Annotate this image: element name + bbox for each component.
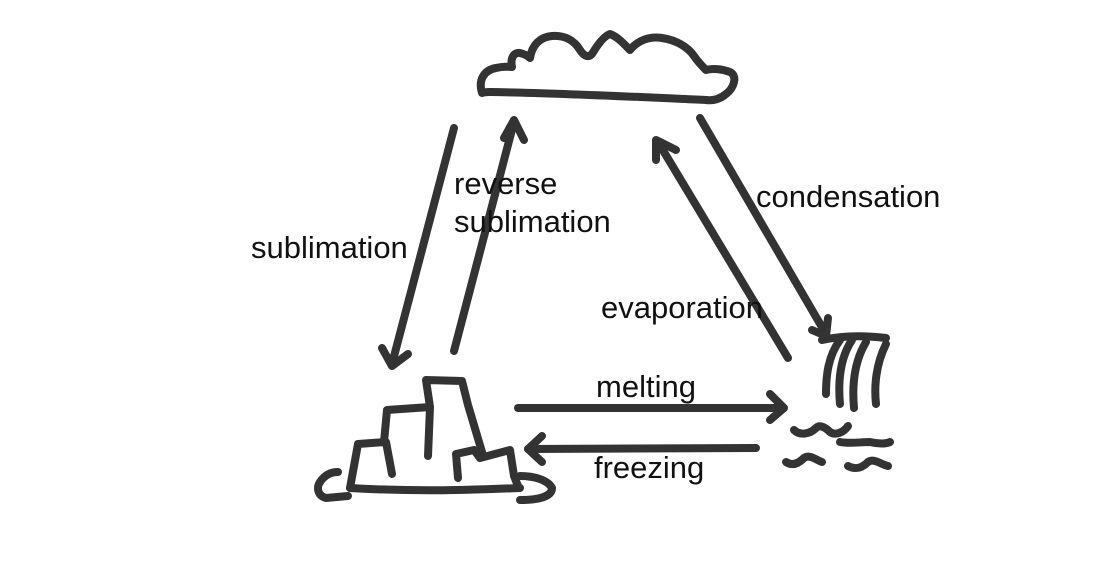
label-freezing: freezing xyxy=(594,450,704,485)
label-melting: melting xyxy=(596,369,696,404)
waterfall-icon xyxy=(782,332,894,473)
arrow-condensation xyxy=(696,114,832,340)
label-evaporation: evaporation xyxy=(601,290,763,325)
label-sublimation: sublimation xyxy=(251,230,408,265)
arrow-evaporation xyxy=(652,136,792,362)
label-reverse: reverse xyxy=(454,166,557,201)
arrow-reverse-sublimation xyxy=(450,116,528,355)
ice-blocks-icon xyxy=(314,376,556,504)
arrow-melting xyxy=(514,390,788,424)
cloud-icon xyxy=(476,30,739,105)
label-condensation: condensation xyxy=(756,179,940,214)
label-reverse-sublimation: sublimation xyxy=(454,204,611,239)
arrow-freezing xyxy=(524,432,760,466)
arrow-sublimation xyxy=(378,124,458,370)
